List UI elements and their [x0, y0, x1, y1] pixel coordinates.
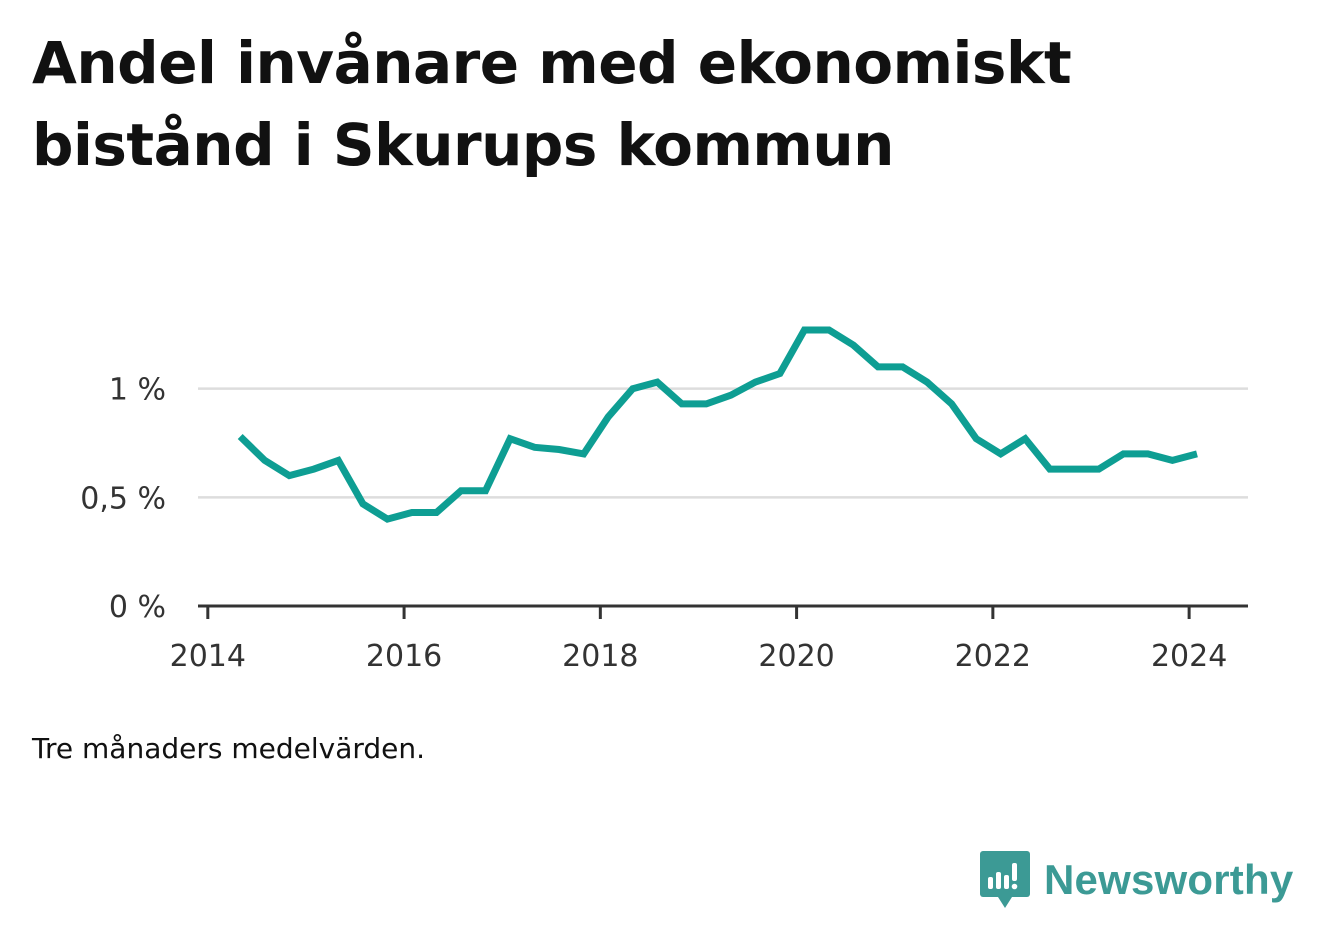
- x-tick-label: 2014: [170, 639, 246, 674]
- series-line: [237, 326, 1198, 523]
- x-tick-label: 2020: [758, 639, 834, 674]
- series: [237, 326, 1198, 523]
- x-axis-labels: 2014 2016 2018 2020 2022 2024: [170, 639, 1228, 674]
- brand-logo: Newsworthy: [980, 850, 1293, 910]
- gridlines: [198, 387, 1248, 499]
- brand-name: Newsworthy: [1044, 856, 1294, 903]
- chart-title: Andel invånare med ekonomiskt bistånd i …: [32, 29, 1072, 179]
- y-tick-label: 1 %: [109, 373, 166, 408]
- chart-note: Tre månaders medelvärden.: [32, 732, 426, 765]
- newsworthy-logo-icon: [980, 851, 1030, 908]
- y-tick-label: 0 %: [109, 590, 166, 625]
- x-tick-label: 2022: [955, 639, 1031, 674]
- x-tick-label: 2016: [366, 639, 442, 674]
- x-tick-label: 2024: [1151, 639, 1227, 674]
- x-axis: [198, 604, 1248, 619]
- y-axis-labels: 0 % 0,5 % 1 %: [80, 373, 166, 625]
- y-tick-label: 0,5 %: [80, 481, 166, 516]
- x-tick-label: 2018: [562, 639, 638, 674]
